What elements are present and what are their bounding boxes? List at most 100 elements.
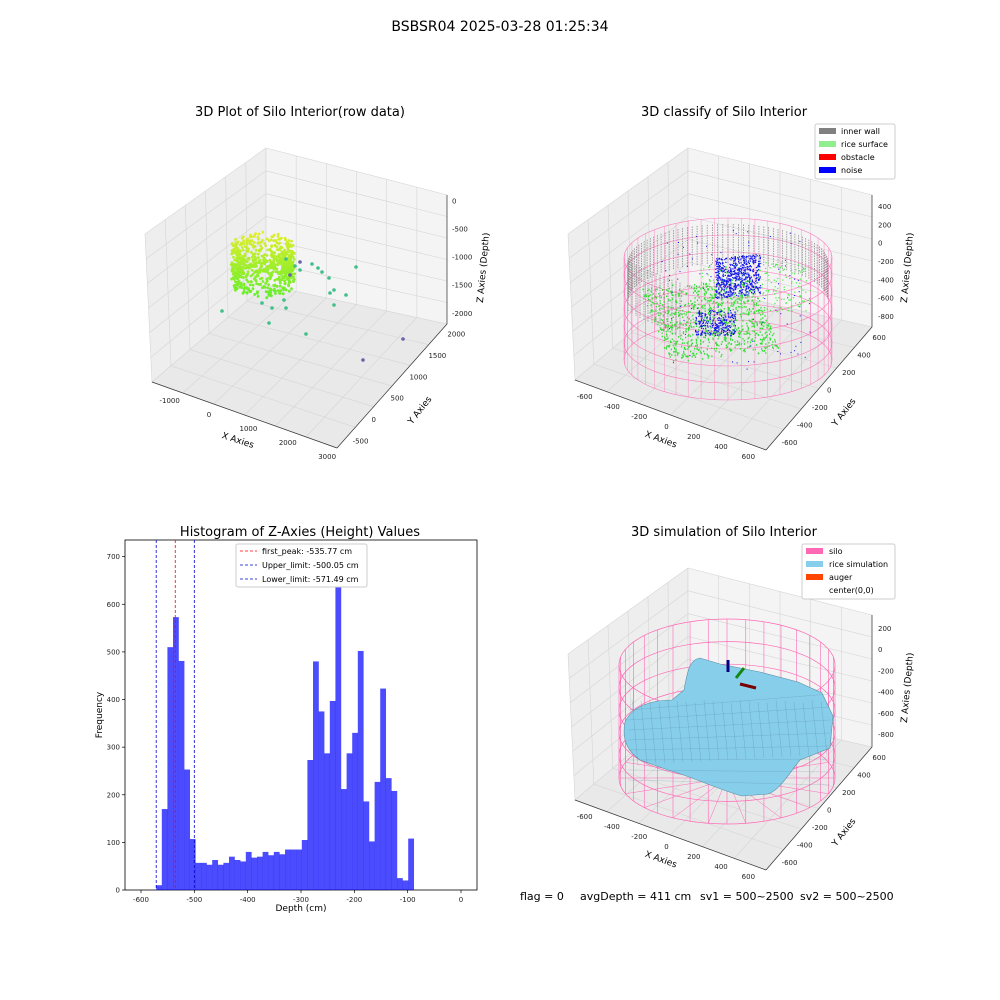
rice-surface-points (750, 339, 752, 342)
rice-surface-points (685, 331, 687, 333)
noise-points (743, 273, 745, 275)
rice-surface-points (717, 272, 720, 274)
noise-points (716, 265, 718, 267)
rice-surface-points (687, 348, 689, 350)
noise-points (716, 282, 718, 284)
noise-points (743, 255, 745, 258)
noise-points (706, 325, 709, 327)
histogram-bar (178, 660, 185, 890)
rice-surface-points (726, 322, 728, 325)
noise-points (722, 271, 724, 273)
rice-surface-points (741, 296, 743, 298)
rice-surface-points (683, 312, 685, 315)
rice-surface-points (801, 269, 803, 271)
rice-surface-points (720, 355, 722, 358)
raw-point (245, 260, 249, 264)
noise-points (737, 258, 740, 260)
raw-point (254, 263, 257, 267)
rice-surface-points (700, 312, 702, 314)
raw-point (250, 255, 254, 259)
rice-surface-points (680, 313, 682, 315)
histogram-bar (273, 851, 280, 890)
rice-surface-points (763, 338, 765, 340)
axis-line (151, 381, 338, 449)
rice-surface-points (698, 328, 700, 331)
noise-points (797, 353, 799, 355)
rice-surface-points (705, 329, 707, 331)
noise-points (724, 315, 726, 317)
rice-surface-points (684, 304, 686, 307)
noise-points (723, 327, 725, 329)
classify-y-tick: 0 (827, 387, 831, 395)
rice-surface-points (739, 298, 741, 300)
rice-surface-points (735, 344, 737, 346)
noise-points (734, 272, 736, 274)
noise-points (752, 340, 754, 342)
rice-surface-mesh (757, 701, 765, 759)
noise-points (734, 267, 736, 270)
raw-point (265, 254, 269, 257)
noise-points (730, 270, 732, 272)
rice-surface-points (723, 296, 725, 298)
noise-points (749, 269, 751, 271)
histogram-bar (156, 885, 163, 890)
rice-surface-points (712, 301, 714, 303)
raw-point (246, 270, 250, 274)
rice-surface-points (675, 300, 677, 302)
noise-points (723, 285, 725, 287)
rice-surface-points (747, 327, 750, 330)
rice-surface-points (662, 319, 664, 322)
rice-surface-mesh (627, 745, 831, 751)
noise-points (721, 330, 723, 332)
rice-surface-points (763, 292, 765, 294)
raw-point (243, 258, 246, 261)
noise-points (718, 317, 720, 319)
rice-surface-points (666, 345, 668, 348)
rice-surface-points (694, 320, 697, 322)
noise-points (746, 273, 748, 275)
simulation-x-tick: 400 (714, 863, 727, 871)
noise-points (726, 329, 728, 331)
rice-surface-points (704, 325, 706, 327)
noise-points (730, 259, 732, 261)
histogram-bar (341, 789, 347, 890)
rice-surface-points (752, 330, 754, 332)
rice-surface-points (652, 293, 654, 295)
noise-points (702, 328, 704, 330)
raw-point (230, 252, 234, 256)
rice-surface-mesh (649, 701, 657, 765)
rice-surface-points (682, 332, 684, 335)
raw-point (230, 277, 234, 281)
rice-surface-points (701, 276, 703, 278)
rice-surface-points (670, 290, 672, 293)
noise-points (736, 362, 738, 364)
rice-surface-points (671, 338, 673, 341)
rice-surface-points (723, 337, 725, 339)
rice-surface-points (683, 348, 685, 350)
noise-points (748, 286, 750, 289)
noise-points (728, 275, 730, 277)
rice-surface-points (658, 305, 660, 307)
rice-surface-points (659, 300, 661, 302)
noise-points (736, 279, 738, 281)
rice-surface-points (754, 334, 756, 337)
rice-surface-points (693, 305, 695, 307)
rice-surface-points (653, 310, 655, 313)
rice-surface-points (753, 289, 755, 291)
raw-point (269, 260, 273, 264)
rice-surface-points (668, 305, 670, 308)
noise-points (716, 327, 718, 329)
rice-surface-points (700, 343, 702, 345)
raw-point (281, 275, 284, 278)
histogram-bar (262, 851, 269, 890)
rice-surface-points (750, 320, 752, 323)
noise-points (756, 277, 758, 279)
noise-points (695, 331, 697, 333)
rice-surface-points (802, 289, 804, 291)
noise-points (748, 266, 750, 268)
noise-points (718, 297, 720, 299)
rice-surface-points (737, 279, 739, 281)
noise-points (720, 319, 722, 322)
noise-points (752, 293, 754, 295)
rice-surface-points (670, 306, 672, 309)
